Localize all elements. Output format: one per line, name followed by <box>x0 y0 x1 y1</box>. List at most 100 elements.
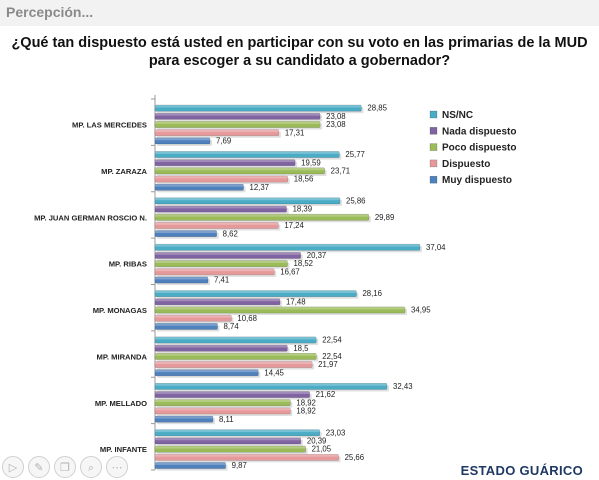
bar <box>154 167 325 175</box>
data-label: 23,03 <box>326 428 346 437</box>
bar-highlight <box>155 345 288 348</box>
data-label: 17,24 <box>284 221 304 230</box>
data-label: 32,43 <box>393 382 413 391</box>
bar <box>154 230 217 238</box>
data-label: 28,16 <box>362 289 382 298</box>
bar <box>154 104 362 112</box>
bar <box>154 314 232 322</box>
more-icon[interactable]: ⋯ <box>106 456 128 478</box>
bar-highlight <box>155 244 420 247</box>
bar <box>154 276 209 284</box>
bar-highlight <box>155 260 288 264</box>
bar <box>154 129 280 137</box>
bar <box>154 353 317 360</box>
bar-highlight <box>155 323 218 326</box>
bar-highlight <box>155 159 296 163</box>
bar-highlight <box>155 184 244 187</box>
data-label: 22,54 <box>322 336 342 345</box>
bar <box>154 137 211 145</box>
bar <box>154 290 357 297</box>
bar-highlight <box>155 399 291 403</box>
data-label: 20,37 <box>307 251 327 260</box>
bar-highlight <box>155 151 340 154</box>
data-label: 19,59 <box>301 158 321 167</box>
data-label: 14,45 <box>264 368 284 377</box>
pen-icon[interactable]: ✎ <box>28 456 50 478</box>
page-header-title: Percepción... <box>6 4 94 20</box>
data-label: 21,62 <box>316 390 336 399</box>
data-label: 29,89 <box>375 213 395 222</box>
bar-highlight <box>155 336 317 340</box>
bar-highlight <box>155 222 279 225</box>
legend-swatch <box>429 175 438 184</box>
data-label: 22,54 <box>322 352 342 361</box>
bar-highlight <box>155 121 321 124</box>
legend-label: NS/NC <box>442 110 473 121</box>
bar-highlight <box>155 290 357 293</box>
bar-highlight <box>155 113 321 116</box>
chart-title: ¿Qué tan dispuesto está usted en partici… <box>0 34 599 70</box>
data-label: 17,31 <box>285 128 305 137</box>
bar-highlight <box>155 462 226 465</box>
bar-highlight <box>155 205 287 209</box>
bar <box>154 213 370 221</box>
bar <box>154 159 296 167</box>
bar <box>154 344 288 352</box>
bar <box>154 391 310 398</box>
legend-swatch <box>429 110 438 119</box>
legend-label: Dispuesto <box>442 159 490 170</box>
bar <box>154 197 341 205</box>
data-label: 12,37 <box>250 183 270 192</box>
bar <box>154 151 340 158</box>
bar-highlight <box>155 454 339 457</box>
bar-highlight <box>155 197 341 201</box>
data-label: 34,95 <box>411 306 431 315</box>
play-icon[interactable]: ▷ <box>2 456 24 478</box>
data-label: 18,39 <box>293 205 313 214</box>
bar <box>154 453 339 461</box>
bar-highlight <box>155 105 362 108</box>
search-icon[interactable]: ⌕ <box>80 456 102 478</box>
bar <box>154 112 321 120</box>
bar-highlight <box>155 298 281 302</box>
bar <box>154 243 421 251</box>
bar-highlight <box>155 353 317 356</box>
bar-highlight <box>155 407 291 411</box>
data-label: 21,97 <box>318 360 338 369</box>
bar <box>154 205 287 213</box>
bar <box>154 399 291 407</box>
chart-title-line-2: para escoger a su candidato a gobernador… <box>148 53 451 69</box>
bar <box>154 369 259 377</box>
data-label: 7,69 <box>216 137 231 146</box>
category-label: MP. MELLADO <box>95 399 147 408</box>
bar-highlight <box>155 214 369 217</box>
data-label: 25,77 <box>345 150 365 159</box>
data-label: 23,08 <box>326 112 346 121</box>
legend-swatch <box>429 127 438 135</box>
slide-toolbar: ▷ ✎ ❐ ⌕ ⋯ <box>2 456 128 478</box>
copy-icon[interactable]: ❐ <box>54 456 76 478</box>
legend-swatch <box>429 143 438 151</box>
bar <box>154 361 313 368</box>
data-label: 21,05 <box>312 445 332 454</box>
bar <box>154 175 289 183</box>
bar <box>154 252 301 259</box>
chart-title-line-1: ¿Qué tan dispuesto está usted en partici… <box>11 35 588 51</box>
bar <box>154 336 317 344</box>
bar <box>154 183 244 191</box>
data-label: 25,86 <box>346 196 366 205</box>
data-label: 8,62 <box>223 229 238 238</box>
bar-highlight <box>155 391 310 394</box>
data-label: 8,11 <box>219 415 234 424</box>
bar-highlight <box>155 137 211 141</box>
data-label: 16,67 <box>280 267 300 276</box>
bar <box>154 429 321 437</box>
bar-highlight <box>155 306 406 310</box>
bar-highlight <box>155 383 388 386</box>
bar <box>154 462 226 469</box>
legend-label: Nada dispuesto <box>442 126 516 137</box>
bar-highlight <box>155 175 288 179</box>
data-label: 37,04 <box>426 243 446 252</box>
bar-highlight <box>155 416 214 419</box>
data-label: 17,48 <box>286 297 306 306</box>
